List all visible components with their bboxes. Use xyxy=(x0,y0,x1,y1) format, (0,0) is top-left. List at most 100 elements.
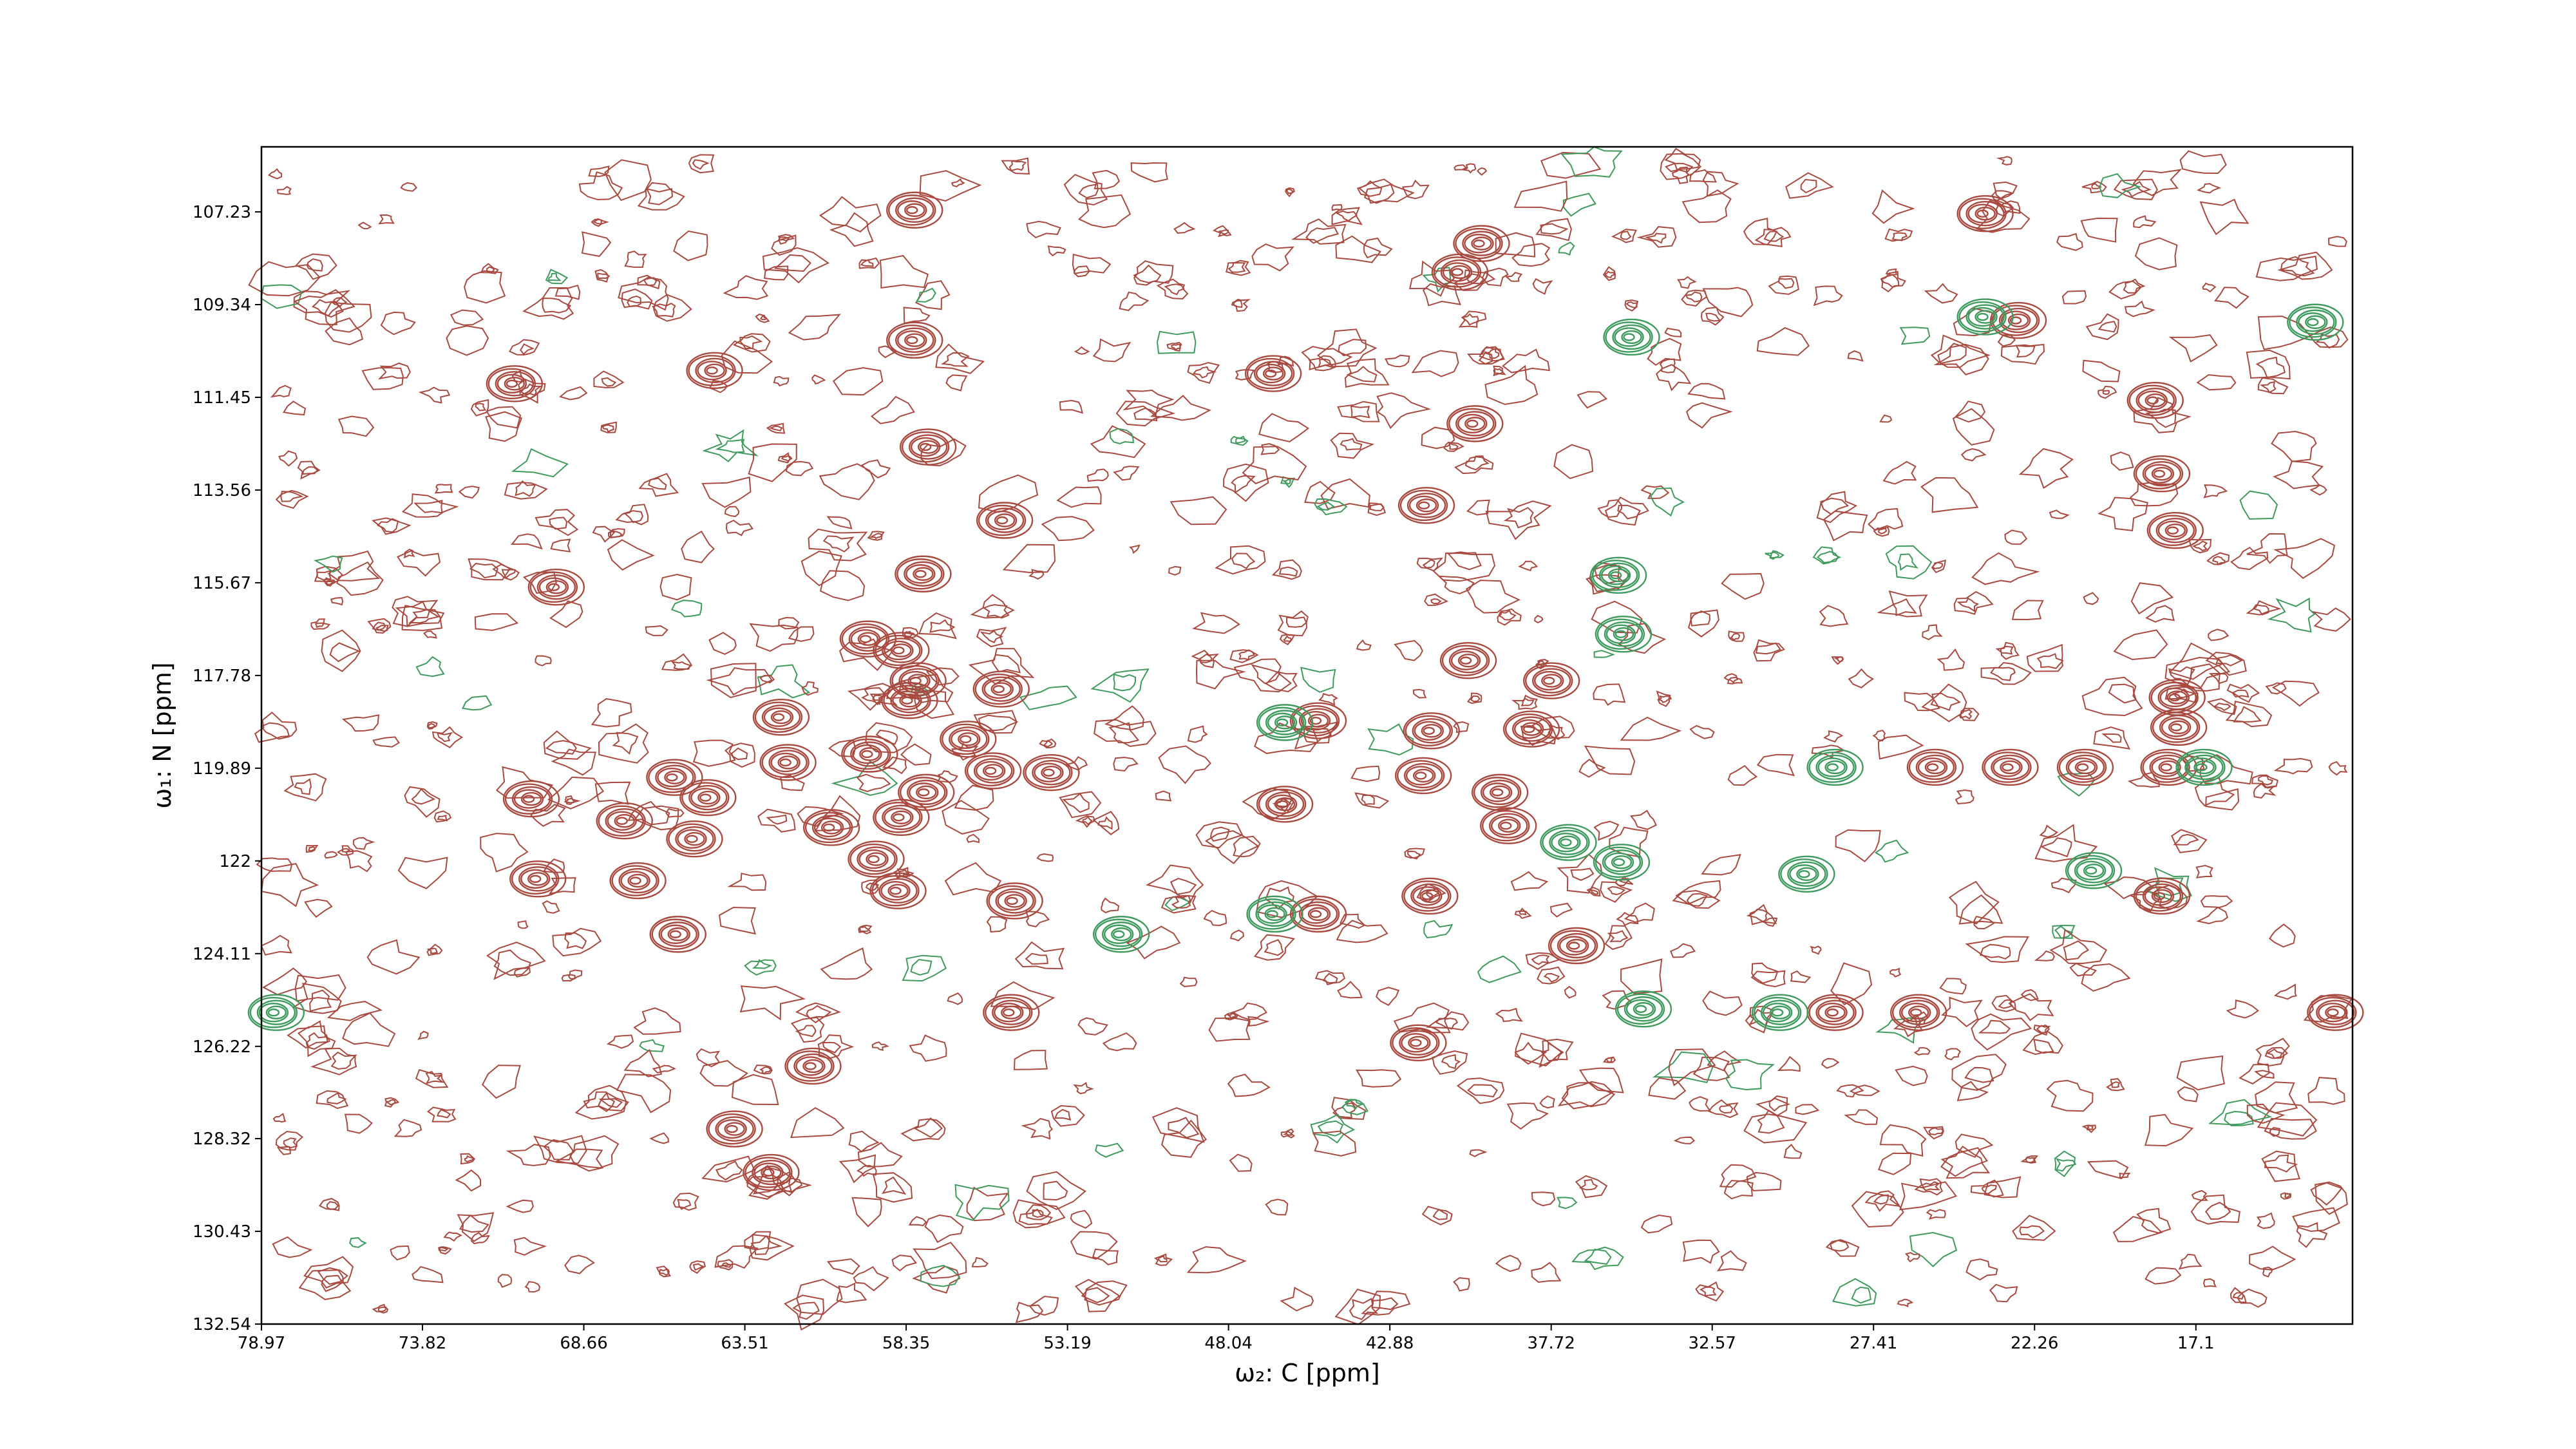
noise-contour xyxy=(393,1119,422,1137)
x-tick-label: 68.66 xyxy=(560,1334,607,1353)
noise-contour xyxy=(1226,1012,1236,1019)
noise-contour xyxy=(634,805,679,831)
noise-contour xyxy=(656,1265,671,1278)
noise-contour xyxy=(2015,345,2036,358)
contour-level xyxy=(909,782,939,802)
noise-contour xyxy=(1994,190,2015,200)
contour-level xyxy=(1511,716,1551,742)
contour-level xyxy=(1264,907,1285,922)
noise-contour xyxy=(426,1106,457,1122)
noise-contour xyxy=(2012,1215,2056,1241)
noise-contour xyxy=(692,739,736,767)
noise-contour xyxy=(530,804,566,827)
contour-level xyxy=(1991,754,2030,781)
contour-level xyxy=(910,437,941,457)
contour-level xyxy=(1491,788,1504,797)
noise-contour xyxy=(1543,972,1560,983)
noise-contour xyxy=(1948,880,2000,925)
noise-contour xyxy=(966,1186,1009,1222)
noise-contour xyxy=(275,1130,304,1151)
contour-level xyxy=(697,790,719,805)
noise-contour xyxy=(1675,880,1721,905)
contour-level xyxy=(761,704,801,730)
noise-contour xyxy=(321,629,361,672)
noise-contour xyxy=(325,301,372,333)
noise-contour xyxy=(1920,477,1979,513)
peak xyxy=(869,872,927,909)
noise-contour xyxy=(1928,1127,1944,1135)
noise-contour xyxy=(1973,915,1995,930)
noise-contour xyxy=(903,307,931,325)
noise-contour xyxy=(426,943,443,956)
noise-contour xyxy=(710,663,757,699)
peak xyxy=(1256,786,1314,823)
contour-level xyxy=(2318,1003,2348,1023)
noise-contour xyxy=(2026,643,2064,672)
noise-contour xyxy=(1304,480,1336,504)
noise-contour xyxy=(1874,839,1909,863)
x-axis-label: ω₂: C [ppm] xyxy=(1235,1359,1379,1387)
noise-contour xyxy=(2098,497,2148,532)
contour-level xyxy=(646,759,703,796)
contour-level xyxy=(1453,225,1510,262)
contour-level xyxy=(2305,315,2326,329)
peak xyxy=(1778,855,1835,893)
noise-contour xyxy=(623,1048,663,1077)
noise-contour xyxy=(757,664,811,699)
contour-level xyxy=(668,823,716,855)
noise-contour xyxy=(1485,500,1552,540)
noise-contour xyxy=(1014,941,1065,970)
contour-level xyxy=(666,820,723,858)
noise-contour xyxy=(724,506,740,517)
contour-level xyxy=(2153,892,2166,900)
noise-contour xyxy=(838,638,894,671)
noise-contour xyxy=(1821,1057,1840,1069)
noise-contour xyxy=(372,517,412,535)
noise-contour xyxy=(1367,723,1414,756)
noise-contour xyxy=(524,1281,541,1293)
noise-contour xyxy=(1689,724,1715,739)
contour-level xyxy=(1462,231,1501,256)
contour-level xyxy=(695,357,734,384)
noise-contour xyxy=(1437,575,1475,594)
noise-contour xyxy=(1092,811,1120,835)
contour-level xyxy=(841,623,890,655)
contour-level xyxy=(1289,895,1347,933)
noise-contour xyxy=(749,623,799,652)
contour-level xyxy=(688,355,736,386)
contour-level xyxy=(1433,256,1482,288)
noise-contour xyxy=(1593,650,1615,658)
contour-level xyxy=(1593,844,1651,881)
noise-contour xyxy=(951,178,965,187)
contour-level xyxy=(975,761,1006,781)
noise-contour xyxy=(1636,226,1677,248)
noise-contour xyxy=(1104,705,1144,731)
contour-level xyxy=(1265,791,1305,817)
y-tick-label: 130.43 xyxy=(193,1222,251,1242)
peak xyxy=(1956,298,2014,336)
noise-contour xyxy=(2085,313,2119,341)
peak xyxy=(1593,844,1651,881)
noise-contour xyxy=(795,1025,817,1037)
contour-level xyxy=(1909,1009,1922,1017)
noise-contour xyxy=(1340,913,1366,929)
noise-contour xyxy=(513,967,531,978)
noise-contour xyxy=(1558,242,1575,256)
contour-level xyxy=(717,1119,747,1139)
noise-contour xyxy=(749,1234,795,1261)
noise-contour xyxy=(1944,1048,1961,1061)
contour-level xyxy=(1615,630,1627,638)
noise-contour xyxy=(272,1113,287,1123)
contour-level xyxy=(527,872,549,886)
noise-contour xyxy=(752,959,773,969)
noise-contour xyxy=(1092,169,1120,189)
peak xyxy=(706,1110,763,1148)
contour-level xyxy=(518,866,558,892)
peak xyxy=(1023,753,1080,791)
noise-contour xyxy=(459,1214,489,1233)
noise-contour xyxy=(2056,232,2083,251)
noise-contour xyxy=(1102,1032,1137,1052)
noise-contour xyxy=(1664,327,1682,337)
noise-contour xyxy=(1229,929,1245,942)
noise-contour xyxy=(533,1135,587,1164)
